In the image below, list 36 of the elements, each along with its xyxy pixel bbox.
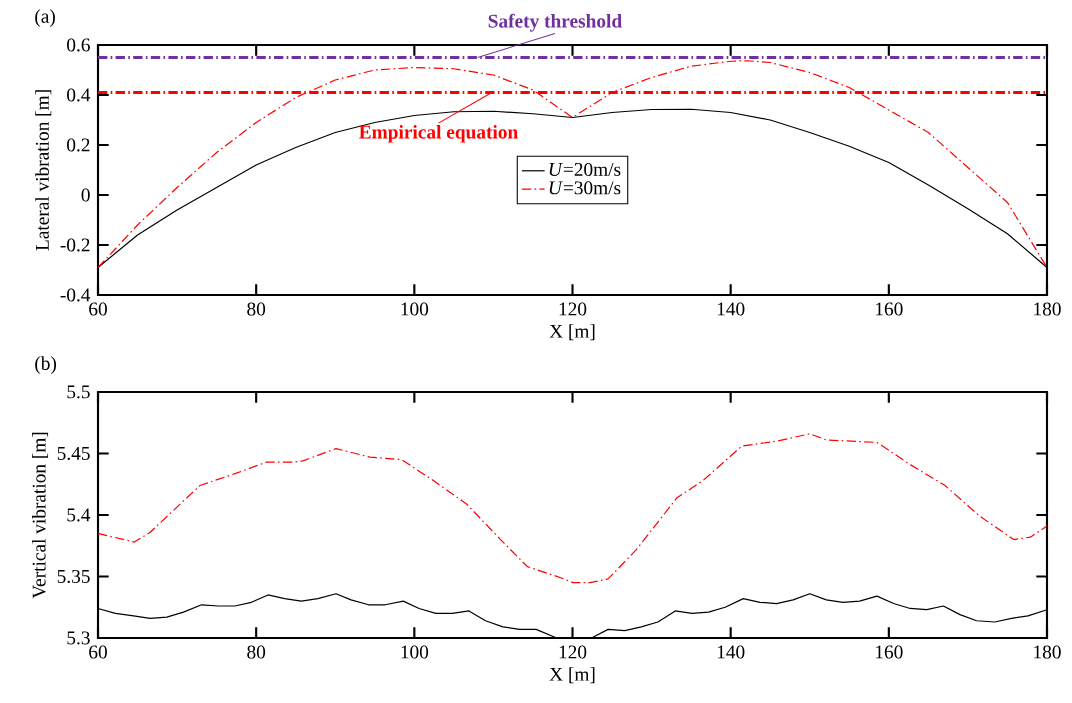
x-tick-label: 100	[401, 645, 429, 659]
y-tick-label: -0.2	[60, 238, 90, 252]
y-axis-title: Lateral vibration [m]	[35, 90, 52, 251]
y-tick-label: 5.35	[57, 569, 90, 584]
x-tick-label: 140	[717, 302, 745, 316]
x-tick-label: 140	[717, 645, 745, 659]
x-tick-label: 60	[89, 302, 107, 316]
x-tick-label: 100	[401, 302, 429, 316]
x-axis-title: X [m]	[549, 667, 595, 684]
line-series	[97, 433, 1048, 584]
x-tick-label: 120	[559, 302, 587, 316]
legend-label: U=30m/s	[549, 181, 621, 195]
x-tick-label: 180	[1034, 302, 1061, 316]
x-tick-label: 160	[876, 645, 903, 659]
ref-line-label: Safety threshold	[488, 13, 622, 32]
y-tick-label: 5.45	[57, 446, 90, 460]
x-tick-label: 180	[1034, 645, 1061, 659]
y-tick-label: -0.4	[60, 288, 91, 302]
x-tick-label: 120	[559, 645, 587, 659]
legend-label: U=20m/s	[549, 162, 621, 176]
y-tick-label: 5.3	[67, 631, 90, 645]
y-tick-label: 5.5	[67, 385, 90, 399]
y-tick-label: 0	[81, 188, 90, 202]
y-tick-label: 0.2	[67, 138, 90, 152]
y-tick-label: 0.4	[67, 88, 91, 102]
ref-line-label: Empirical equation	[359, 125, 518, 143]
x-tick-label: 80	[247, 645, 266, 659]
y-axis-title: Vertical vibration [m]	[32, 432, 49, 599]
y-tick-label: 5.4	[67, 508, 91, 522]
x-tick-label: 80	[247, 302, 266, 316]
chart-title: (b)	[35, 356, 57, 374]
x-tick-label: 160	[876, 302, 903, 316]
chart-title: (a)	[35, 9, 55, 27]
y-tick-label: 0.6	[67, 38, 90, 52]
x-tick-label: 60	[89, 645, 107, 659]
x-axis-title: X [m]	[549, 324, 595, 341]
